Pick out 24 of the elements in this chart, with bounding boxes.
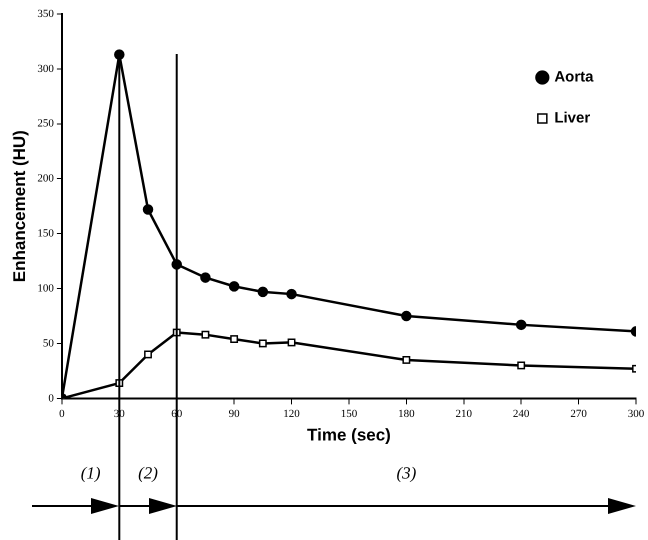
x-tick-label: 210 [456,408,473,420]
y-axis-title: Enhancement (HU) [10,130,29,282]
y-tick-label: 50 [42,337,54,350]
text: (3) [396,463,417,482]
x-tick-label: 150 [340,408,358,420]
y-tick-label: 150 [37,228,54,240]
text: (2) [138,463,158,482]
text: (1) [80,463,101,482]
x-tick-label: 180 [398,408,416,420]
y-tick-label: 0 [48,392,54,404]
x-tick-label: 240 [512,408,530,420]
y-tick-label: 350 [37,8,54,20]
y-tick-label: 300 [37,62,54,75]
y-tick-label: 200 [37,172,54,185]
x-axis-title: Time (sec) [307,425,391,444]
x-tick-label: 270 [570,408,588,420]
legend-label: Aorta [554,68,594,86]
x-tick-label: 90 [228,408,240,420]
x-tick-label: 120 [283,408,300,420]
legend-label: Liver [554,110,590,127]
x-tick-label: 0 [59,408,66,420]
y-tick-label: 250 [37,118,54,130]
y-tick-label: 100 [37,282,54,294]
x-tick-label: 300 [628,408,645,420]
